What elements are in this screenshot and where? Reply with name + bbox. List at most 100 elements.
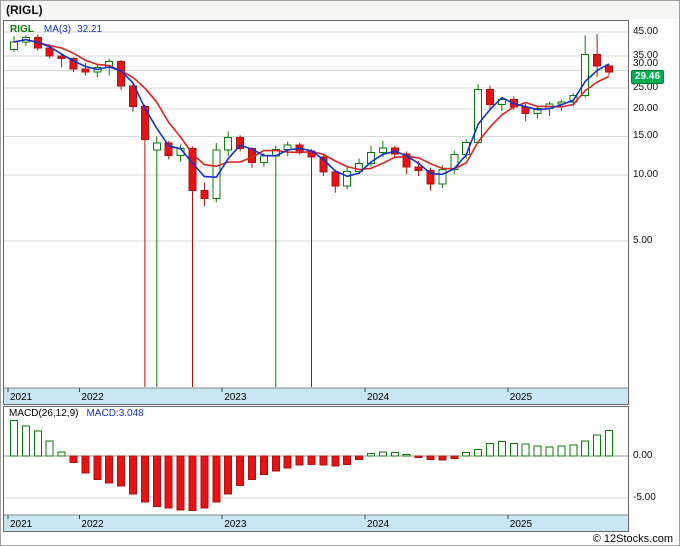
candle-down	[402, 153, 411, 168]
macd-bar-negative	[307, 455, 316, 465]
candles-layer	[10, 34, 613, 387]
page-title: (RIGL)	[1, 1, 679, 19]
macd-bar-positive	[521, 443, 530, 457]
macd-bar-negative	[355, 455, 364, 460]
price-axis-label: 25.00	[633, 81, 659, 93]
candle-down	[426, 169, 435, 185]
candle-down	[45, 47, 54, 57]
macd-bar-negative	[426, 455, 435, 460]
macd-bar-positive	[581, 440, 590, 457]
price-chart-panel: 2021 2022 2023 2024 2025 RIGL MA(3) 32.21	[3, 20, 629, 405]
ma-fast-line	[13, 38, 610, 178]
macd-bar-positive	[593, 434, 602, 457]
last-price-badge: 29.46	[631, 70, 665, 85]
macd-xaxis-band: 2021 2022 2023 2024 2025	[4, 514, 628, 531]
candle-up	[569, 94, 578, 103]
candle-up	[378, 147, 387, 153]
candle-down	[319, 156, 328, 173]
candle-down	[129, 85, 137, 108]
candle-down	[81, 68, 90, 73]
macd-bar-positive	[486, 442, 494, 457]
candle-up	[355, 162, 364, 172]
macd-bar-positive	[402, 453, 411, 457]
candle-up	[152, 142, 161, 151]
candle-up	[533, 108, 542, 114]
macd-bar-positive	[533, 445, 542, 457]
macd-bar-negative	[105, 455, 114, 484]
year-label: 2023	[224, 392, 247, 403]
candle-down	[331, 171, 340, 187]
macd-bar-negative	[295, 455, 304, 466]
macd-bar-negative	[259, 455, 268, 475]
macd-bar-positive	[545, 446, 554, 457]
chart-legend: RIGL MA(3) 32.21	[10, 24, 102, 35]
macd-bar-negative	[81, 455, 90, 474]
macd-bar-negative	[129, 455, 137, 495]
candle-down	[593, 54, 602, 67]
macd-axis-label: 0.00	[633, 450, 653, 461]
price-gridlines	[4, 31, 628, 242]
macd-bar-positive	[509, 442, 518, 457]
macd-bar-positive	[569, 444, 578, 457]
year-label: 2022	[81, 519, 104, 530]
legend-ma-label: MA(3)	[43, 24, 72, 35]
candle-up	[581, 54, 590, 96]
price-axis-label: 20.00	[633, 103, 659, 115]
macd-params-label: MACD(26,12,9)	[9, 408, 79, 419]
year-label: 2021	[10, 519, 33, 530]
legend-ma-value: 32.21	[77, 24, 103, 35]
macd-axis-label: -5.00	[633, 492, 656, 503]
candle-up	[343, 170, 352, 187]
macd-header: MACD(26,12,9) MACD:3.048	[4, 407, 628, 420]
macd-bar-negative	[152, 455, 161, 507]
candle-up	[283, 144, 292, 150]
macd-bar-negative	[271, 455, 280, 472]
candle-down	[521, 106, 530, 114]
price-axis: 45.00 35.00 30.00 25.00 20.00 15.00 10.00 5.00	[631, 1, 679, 545]
candle-down	[200, 190, 209, 200]
candle-up	[224, 137, 233, 151]
year-label: 2024	[367, 519, 390, 530]
macd-bar-positive	[45, 440, 54, 457]
candle-up	[10, 41, 18, 50]
macd-bar-negative	[93, 455, 102, 480]
candle-down	[164, 142, 173, 156]
price-axis-label: 5.00	[633, 234, 653, 246]
macd-axis: 0.00 -5.00	[631, 1, 679, 545]
macd-bar-positive	[21, 425, 30, 457]
year-label: 2021	[10, 392, 33, 403]
year-label: 2024	[367, 392, 390, 403]
year-label: 2025	[510, 519, 533, 530]
macd-bar-negative	[212, 455, 221, 503]
candle-up	[367, 151, 375, 164]
macd-bar-positive	[57, 451, 66, 457]
copyright-text: © 12Stocks.com	[592, 533, 673, 545]
candle-up	[259, 155, 268, 164]
macd-bar-negative	[248, 455, 256, 480]
candle-down	[236, 137, 245, 150]
macd-panel: MACD(26,12,9) MACD:3.048 2021 2022 2023 2024…	[3, 406, 629, 532]
macd-bar-positive	[378, 451, 387, 457]
legend-symbol: RIGL	[10, 24, 34, 35]
macd-canvas: 2021 2022 2023 2024 2025	[4, 420, 628, 531]
candle-down	[57, 55, 66, 60]
year-label: 2022	[81, 392, 104, 403]
price-xaxis-band: 2021 2022 2023 2024 2025	[4, 387, 628, 404]
macd-bar-negative	[414, 455, 423, 459]
candle-up	[212, 149, 221, 200]
macd-bar-negative	[283, 455, 292, 469]
candle-down	[414, 166, 423, 171]
year-label: 2023	[224, 519, 247, 530]
macd-bars	[10, 420, 613, 512]
macd-bar-negative	[450, 455, 459, 459]
macd-bar-negative	[438, 455, 447, 461]
macd-bar-positive	[390, 452, 399, 457]
macd-value-label: MACD:3.048	[86, 408, 144, 419]
candle-up	[474, 88, 483, 143]
macd-bar-negative	[164, 455, 173, 509]
macd-bar-negative	[343, 455, 352, 465]
macd-bar-positive	[497, 441, 506, 457]
price-axis-label: 30.00	[633, 57, 659, 69]
price-axis-label: 45.00	[633, 25, 659, 37]
macd-bar-positive	[10, 420, 18, 457]
